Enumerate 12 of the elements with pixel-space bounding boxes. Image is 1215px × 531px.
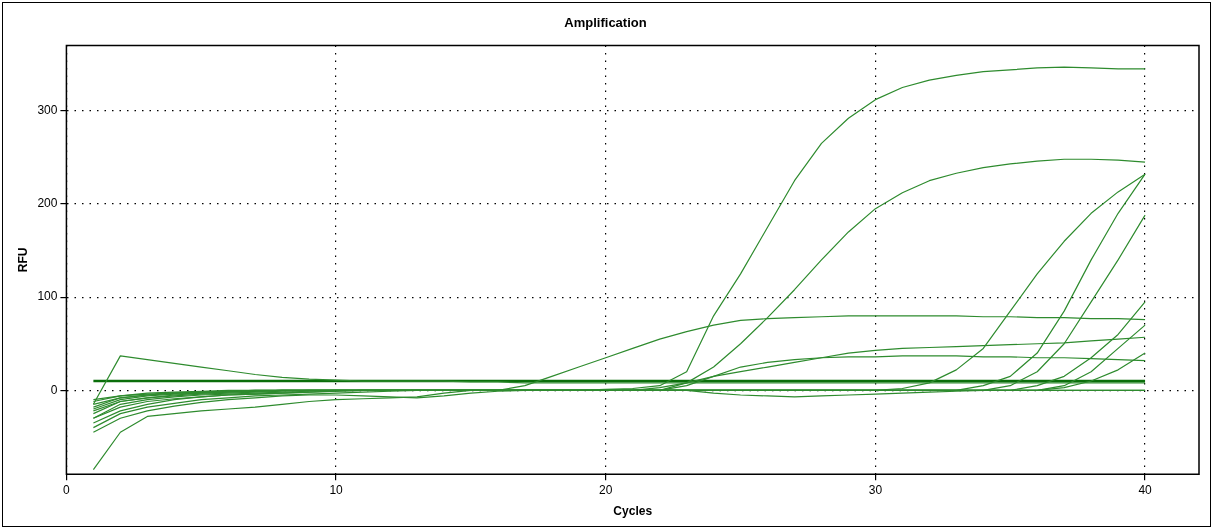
- y-tick-label: 200: [37, 196, 58, 211]
- x-axis-title: Cycles: [613, 504, 653, 519]
- y-tick-label: 0: [50, 382, 58, 397]
- x-tick-label: 20: [599, 482, 613, 497]
- x-tick-label: 40: [1138, 482, 1153, 497]
- x-tick-label: 0: [63, 482, 71, 497]
- x-tick-label: 30: [868, 482, 883, 497]
- y-tick-label: 100: [37, 289, 58, 304]
- y-tick-label: 300: [37, 103, 58, 118]
- chart-title: Amplification: [564, 15, 647, 31]
- y-axis-title: RFU: [15, 247, 30, 273]
- x-tick-label: 10: [329, 482, 344, 497]
